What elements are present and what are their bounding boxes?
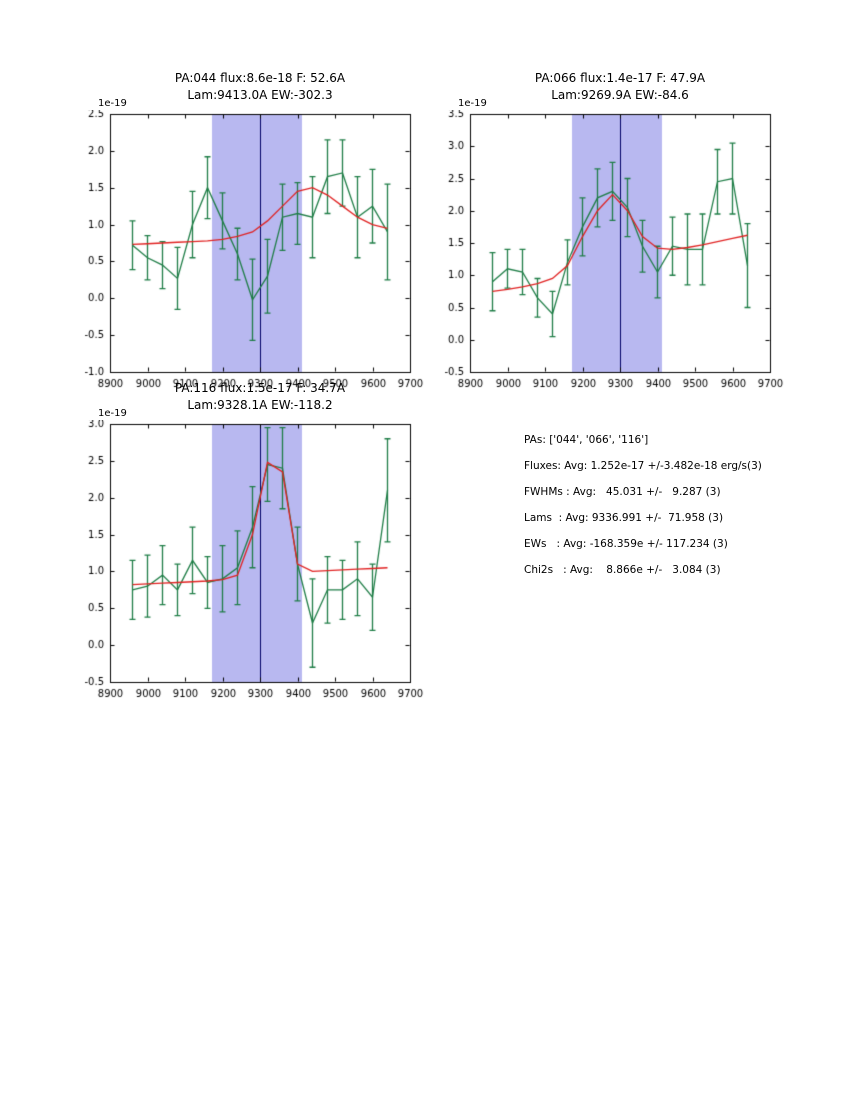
stats-line-lams: Lams : Avg: 9336.991 +/- 71.958 (3) <box>524 512 724 524</box>
chart-title-line2: Lam:9328.1A EW:-118.2 <box>187 398 333 412</box>
chart-pa044: PA:044 flux:8.6e-18 F: 52.6A Lam:9413.0A… <box>70 62 426 402</box>
stats-line-chi2s: Chi2s : Avg: 8.866e +/- 3.084 (3) <box>524 564 721 576</box>
plot-canvas-pa044 <box>70 110 426 400</box>
chart-title-line2: Lam:9269.9A EW:-84.6 <box>551 88 689 102</box>
chart-title-pa116: PA:116 flux:1.5e-17 F: 34.7A Lam:9328.1A… <box>110 380 410 414</box>
y-axis-offset-label: 1e-19 <box>98 408 127 419</box>
chart-pa116: PA:116 flux:1.5e-17 F: 34.7A Lam:9328.1A… <box>70 372 426 712</box>
chart-title-line1: PA:116 flux:1.5e-17 F: 34.7A <box>174 381 346 395</box>
stats-line-pas: PAs: ['044', '066', '116'] <box>524 434 649 446</box>
stats-line-ews: EWs : Avg: -168.359e +/- 117.234 (3) <box>524 538 728 550</box>
chart-title-line1: PA:066 flux:1.4e-17 F: 47.9A <box>534 71 706 85</box>
chart-title-line2: Lam:9413.0A EW:-302.3 <box>187 88 333 102</box>
chart-title-pa044: PA:044 flux:8.6e-18 F: 52.6A Lam:9413.0A… <box>110 70 410 104</box>
plot-canvas-pa116 <box>70 420 426 710</box>
stats-line-fluxes: Fluxes: Avg: 1.252e-17 +/-3.482e-18 erg/… <box>524 460 762 472</box>
summary-stats-text: PAs: ['044', '066', '116'] Fluxes: Avg: … <box>524 434 762 590</box>
stats-line-fwhms: FWHMs : Avg: 45.031 +/- 9.287 (3) <box>524 486 721 498</box>
y-axis-offset-label: 1e-19 <box>458 98 487 109</box>
chart-title-line1: PA:044 flux:8.6e-18 F: 52.6A <box>174 71 346 85</box>
chart-title-pa066: PA:066 flux:1.4e-17 F: 47.9A Lam:9269.9A… <box>470 70 770 104</box>
chart-pa066: PA:066 flux:1.4e-17 F: 47.9A Lam:9269.9A… <box>430 62 786 402</box>
plot-canvas-pa066 <box>430 110 786 400</box>
y-axis-offset-label: 1e-19 <box>98 98 127 109</box>
